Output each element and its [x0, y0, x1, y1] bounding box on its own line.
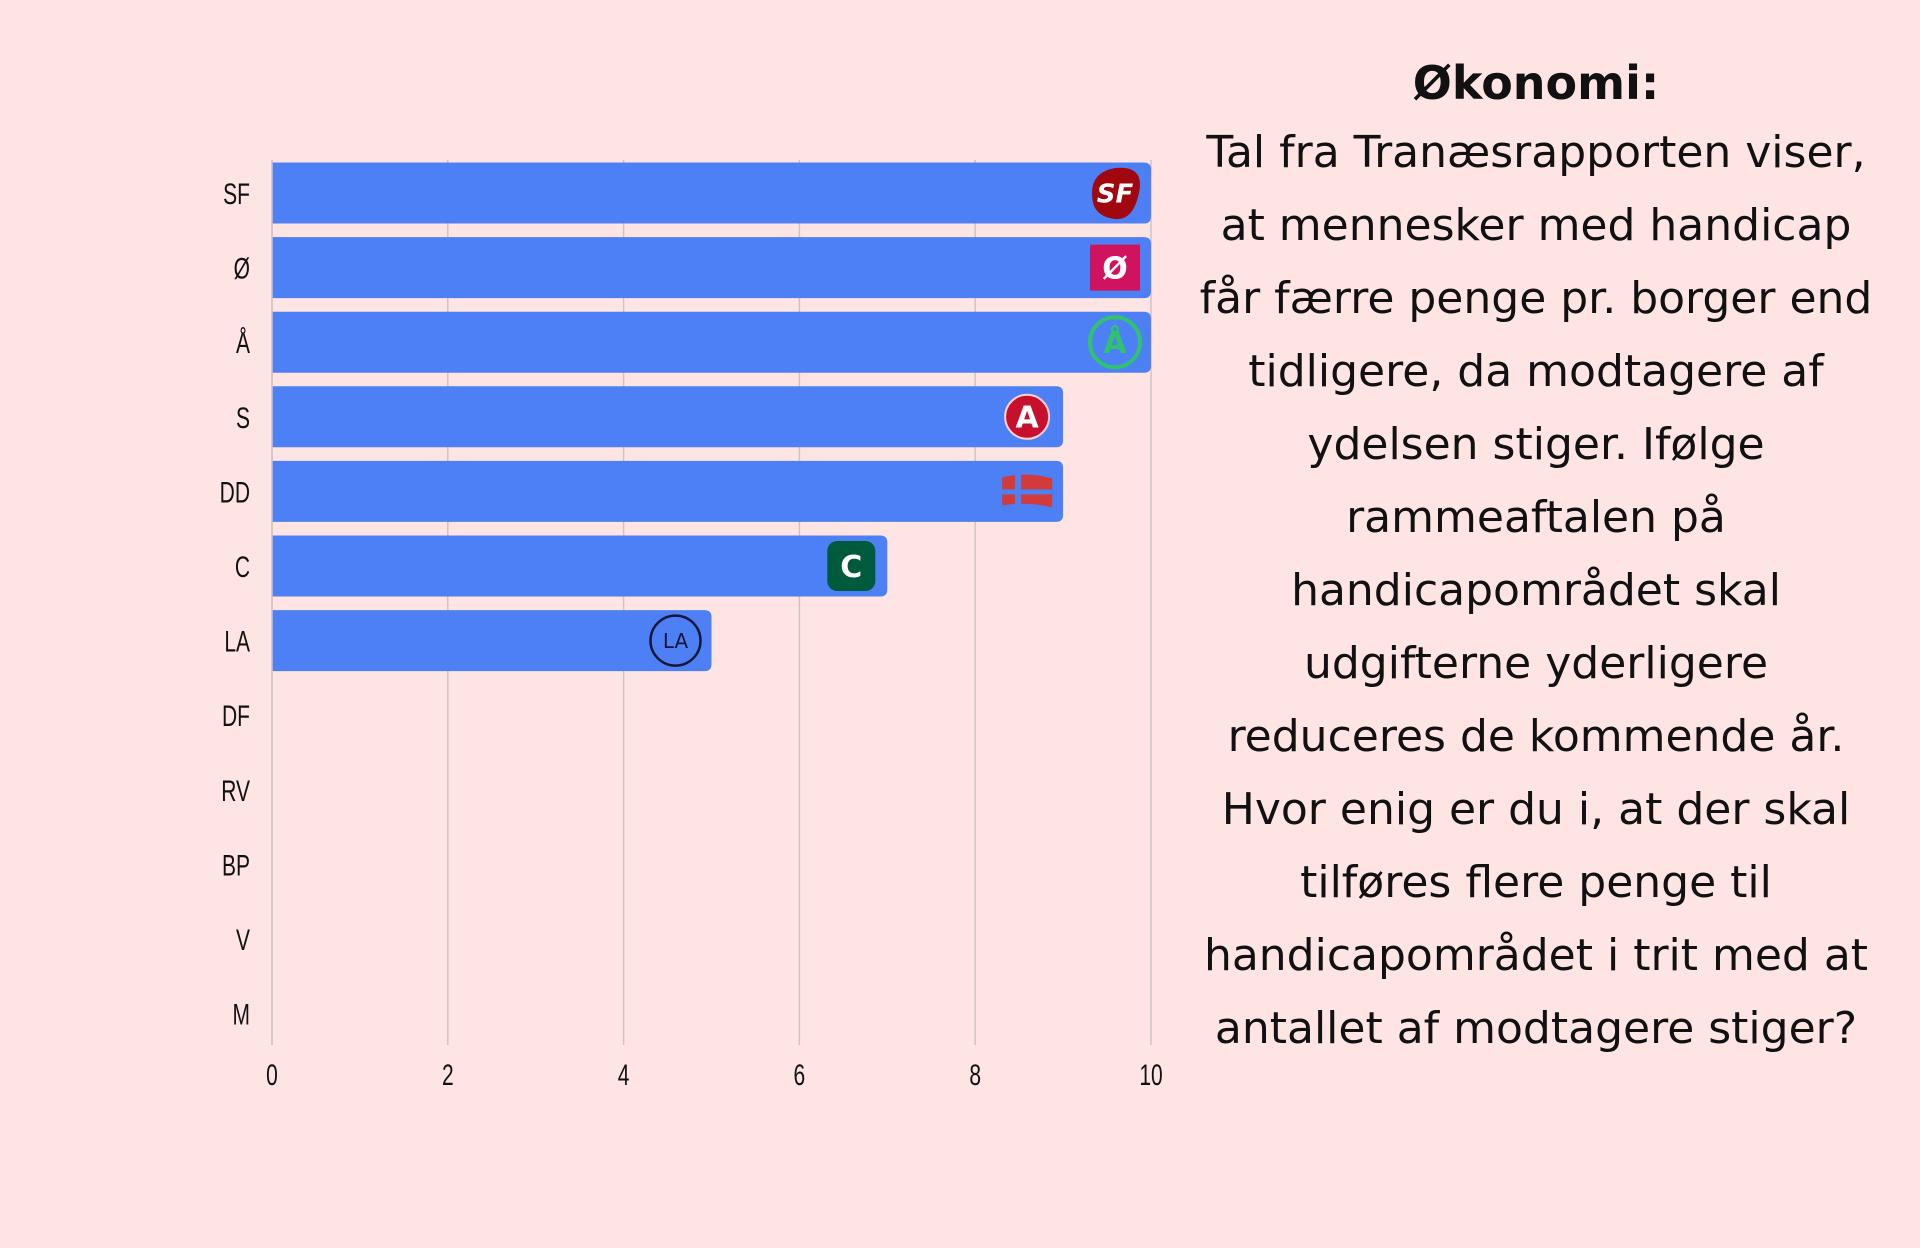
- party-logo-C: C: [827, 541, 876, 591]
- a-logo-icon: [1004, 393, 1051, 440]
- bar: [272, 311, 1151, 373]
- question-title: Økonomi:: [1412, 56, 1660, 110]
- y-category-label: DD: [220, 477, 250, 509]
- y-category-label: S: [236, 402, 250, 434]
- x-tick-label: 6: [794, 1060, 806, 1092]
- bar: [272, 237, 1151, 299]
- party-logo-text: SF: [1097, 179, 1134, 209]
- x-tick-label: 10: [1139, 1060, 1162, 1092]
- question-panel: Økonomi: Tal fra Tranæsrapporten viser, …: [1190, 50, 1882, 1065]
- party-logo-text: C: [840, 550, 862, 585]
- bar: [272, 610, 712, 672]
- party-logo-SF: SF: [1091, 167, 1140, 220]
- bar: [272, 535, 888, 597]
- party-logo-DD: [1002, 473, 1053, 508]
- x-tick-label: 2: [442, 1060, 454, 1092]
- question-text: Tal fra Tranæsrapporten viser, at mennes…: [1199, 127, 1873, 1054]
- x-tick-label: 4: [618, 1060, 630, 1092]
- aa-logo-icon: [1088, 315, 1142, 370]
- x-tick-label: 8: [969, 1060, 981, 1092]
- bar: [272, 162, 1151, 224]
- la-logo-icon: [649, 614, 702, 667]
- bar: [272, 460, 1064, 522]
- dd-flag-cross: [1002, 489, 1053, 495]
- y-category-label: SF: [223, 179, 250, 211]
- x-tick-label: 0: [266, 1060, 278, 1092]
- y-category-label: BP: [222, 850, 250, 882]
- party-logo-text: Å: [1103, 324, 1127, 361]
- o-logo-icon: [1090, 244, 1140, 291]
- y-category-label: RV: [221, 775, 250, 807]
- y-category-label: Å: [236, 325, 251, 360]
- sf-logo-icon: [1091, 167, 1140, 220]
- y-category-label: M: [233, 999, 250, 1031]
- y-category-label: Ø: [234, 253, 250, 285]
- party-logo-text: LA: [663, 629, 689, 653]
- y-category-label: LA: [224, 626, 250, 658]
- c-logo-icon: [827, 541, 876, 591]
- party-logo-Ø: Ø: [1090, 244, 1140, 291]
- party-logo-text: A: [1015, 401, 1039, 436]
- y-category-label: V: [236, 925, 251, 957]
- party-logo-S: A: [1004, 393, 1051, 440]
- party-logo-Å: Å: [1088, 315, 1142, 370]
- party-logo-LA: LA: [649, 614, 702, 667]
- bar-chart: 0 2 4 6 8 10 SF SF Ø Ø Å Å S A DD C C LA LA DF RV BP V M: [220, 160, 1163, 1092]
- y-category-label: C: [235, 552, 250, 584]
- party-logo-text: Ø: [1102, 251, 1128, 286]
- y-category-label: DF: [222, 701, 250, 733]
- bar: [272, 386, 1064, 448]
